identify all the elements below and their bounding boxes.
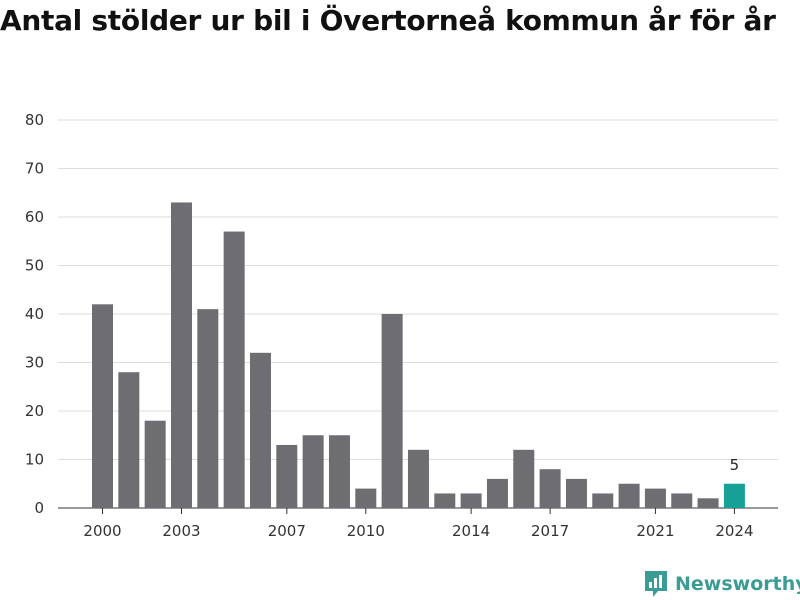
x-tick-label: 2017 bbox=[531, 522, 569, 540]
x-tick-label: 2000 bbox=[83, 522, 121, 540]
y-tick-label: 80 bbox=[25, 111, 44, 129]
y-axis-ticks: 0 10 20 30 40 50 60 70 80 bbox=[25, 111, 44, 517]
y-tick-label: 40 bbox=[25, 305, 44, 323]
bar-2021 bbox=[644, 488, 666, 508]
brand-logo: Newsworthy bbox=[643, 569, 800, 599]
data-labels: 5 bbox=[730, 456, 740, 474]
y-tick-label: 0 bbox=[34, 499, 44, 517]
y-tick-label: 20 bbox=[25, 402, 44, 420]
bar-2023 bbox=[697, 498, 719, 508]
bar-2015 bbox=[486, 478, 508, 508]
bar-2004 bbox=[197, 309, 219, 508]
bar-2009 bbox=[328, 435, 350, 508]
x-tick-label: 2014 bbox=[452, 522, 490, 540]
bar-2024 bbox=[723, 483, 745, 508]
bar-2019 bbox=[592, 493, 614, 508]
x-tick-label: 2003 bbox=[162, 522, 200, 540]
y-tick-label: 60 bbox=[25, 208, 44, 226]
bar-2008 bbox=[302, 435, 324, 508]
bar-2000 bbox=[92, 304, 113, 508]
y-tick-label: 10 bbox=[25, 451, 44, 469]
bar-2012 bbox=[407, 449, 429, 508]
y-tick-label: 70 bbox=[25, 160, 44, 178]
bars bbox=[92, 202, 745, 509]
bar-2001 bbox=[118, 372, 140, 508]
x-tick-label: 2024 bbox=[715, 522, 753, 540]
bar-2005 bbox=[223, 231, 245, 509]
x-tick-label: 2010 bbox=[347, 522, 385, 540]
bar-2011 bbox=[381, 314, 403, 508]
x-axis-ticks: 2000 2003 2007 2010 2014 2017 2021 2024 bbox=[83, 508, 754, 540]
bar-2006 bbox=[249, 352, 271, 508]
chart-title: Antal stölder ur bil i Övertorneå kommun… bbox=[0, 4, 776, 37]
x-tick-label: 2021 bbox=[636, 522, 674, 540]
bar-2018 bbox=[565, 478, 587, 508]
y-tick-label: 50 bbox=[25, 257, 44, 275]
newsworthy-logo-icon bbox=[645, 571, 667, 597]
bar-2017 bbox=[539, 469, 561, 508]
bar-2002 bbox=[144, 420, 166, 508]
data-label-2024: 5 bbox=[730, 456, 740, 474]
x-tick-label: 2007 bbox=[268, 522, 306, 540]
bar-2014 bbox=[460, 493, 482, 508]
bar-2007 bbox=[276, 444, 298, 508]
bar-2010 bbox=[355, 488, 377, 508]
bar-2003 bbox=[170, 202, 192, 508]
y-tick-label: 30 bbox=[25, 354, 44, 372]
bar-2016 bbox=[513, 449, 535, 508]
brand-name: Newsworthy bbox=[675, 573, 800, 595]
bar-2022 bbox=[671, 493, 693, 508]
bar-2013 bbox=[434, 493, 456, 508]
bar-2020 bbox=[618, 483, 640, 508]
